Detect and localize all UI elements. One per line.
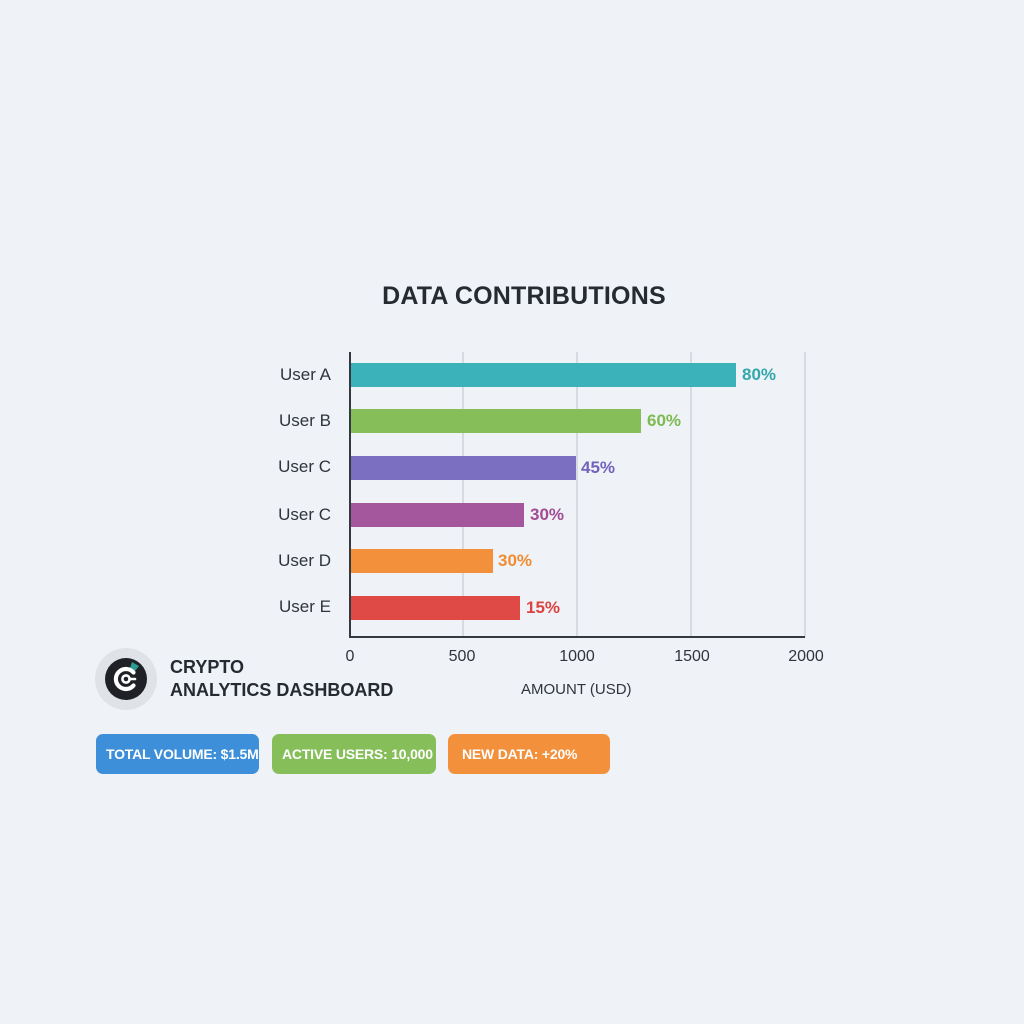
bar-value-user-b: 60% — [647, 411, 682, 430]
x-tick-1000: 1000 — [559, 648, 595, 665]
crypto-logo-icon — [95, 648, 157, 710]
brand: CRYPTO ANALYTICS DASHBOARD — [95, 648, 393, 710]
y-label-user-c-2: User C — [278, 505, 331, 524]
bar-user-e[interactable] — [350, 596, 520, 620]
brand-title: CRYPTO ANALYTICS DASHBOARD — [170, 656, 393, 702]
chart-title: DATA CONTRIBUTIONS — [382, 282, 666, 310]
new-data-badge: NEW DATA: +20% — [448, 734, 610, 774]
total-volume-badge: TOTAL VOLUME: $1.5M — [96, 734, 259, 774]
bar-value-user-c-2: 30% — [530, 505, 565, 524]
bar-user-d[interactable] — [350, 549, 493, 573]
gridline-500 — [462, 352, 464, 637]
bar-user-c-2[interactable] — [350, 503, 524, 527]
y-label-user-a: User A — [279, 365, 331, 384]
y-label-user-d: User D — [278, 551, 331, 570]
x-tick-0: 0 — [345, 648, 355, 665]
y-label-user-b: User B — [279, 411, 331, 430]
bar-value-user-d: 30% — [498, 551, 533, 570]
bar-user-b[interactable] — [350, 409, 641, 433]
y-axis-line — [349, 352, 351, 637]
gridline-2000 — [804, 352, 806, 637]
gridline-1500 — [690, 352, 692, 637]
x-axis-label: AMOUNT (USD) — [521, 681, 632, 698]
gridline-1000 — [576, 352, 578, 637]
y-label-user-c: User C — [278, 457, 331, 476]
bar-value-user-e: 15% — [526, 598, 561, 617]
x-tick-1500: 1500 — [674, 648, 710, 665]
brand-line-1: CRYPTO — [170, 657, 245, 677]
bar-value-user-c: 45% — [581, 458, 616, 477]
y-label-user-e: User E — [279, 597, 331, 616]
bar-user-c[interactable] — [350, 456, 576, 480]
bar-user-a[interactable] — [350, 363, 736, 387]
x-tick-2000: 2000 — [788, 648, 824, 665]
plot-area: 80% 60% 45% 30% 30% 15% — [349, 352, 806, 638]
x-axis-line — [349, 636, 805, 638]
x-tick-500: 500 — [448, 648, 476, 665]
brand-line-2: ANALYTICS DASHBOARD — [170, 680, 394, 700]
active-users-badge: ACTIVE USERS: 10,000 — [272, 734, 436, 774]
bar-value-user-a: 80% — [742, 365, 777, 384]
